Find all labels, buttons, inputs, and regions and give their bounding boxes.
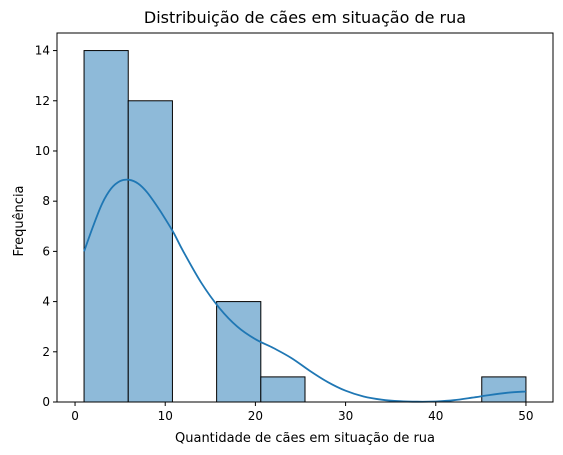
x-axis-label: Quantidade de cães em situação de rua bbox=[175, 431, 435, 446]
x-tick-label: 10 bbox=[158, 409, 173, 423]
histogram-bar bbox=[83, 50, 129, 403]
histogram-bar bbox=[216, 301, 262, 403]
x-tick-label: 0 bbox=[71, 409, 79, 423]
y-tick-label: 0 bbox=[42, 395, 50, 409]
plot-frame bbox=[56, 32, 554, 403]
histogram-bar bbox=[481, 376, 527, 403]
y-tick-label: 10 bbox=[35, 144, 50, 158]
chart-title: Distribuição de cães em situação de rua bbox=[144, 8, 466, 27]
y-tick-label: 8 bbox=[42, 194, 50, 208]
y-tick-label: 12 bbox=[35, 94, 50, 108]
x-tick-label: 40 bbox=[428, 409, 443, 423]
y-axis-label: Frequência bbox=[12, 185, 27, 256]
histogram-bar bbox=[127, 100, 173, 403]
y-tick-label: 14 bbox=[35, 44, 50, 58]
y-tick-label: 4 bbox=[42, 295, 50, 309]
y-tick-label: 2 bbox=[42, 345, 50, 359]
y-axis-ticks: 0 2 4 6 8 10 12 14 bbox=[35, 44, 57, 409]
x-axis-ticks: 0 10 20 30 40 50 bbox=[71, 402, 534, 423]
histogram-bars bbox=[83, 50, 527, 403]
x-tick-label: 30 bbox=[338, 409, 353, 423]
y-tick-label: 6 bbox=[42, 244, 50, 258]
histogram-bar bbox=[260, 376, 306, 403]
x-tick-label: 50 bbox=[518, 409, 533, 423]
x-tick-label: 20 bbox=[248, 409, 263, 423]
